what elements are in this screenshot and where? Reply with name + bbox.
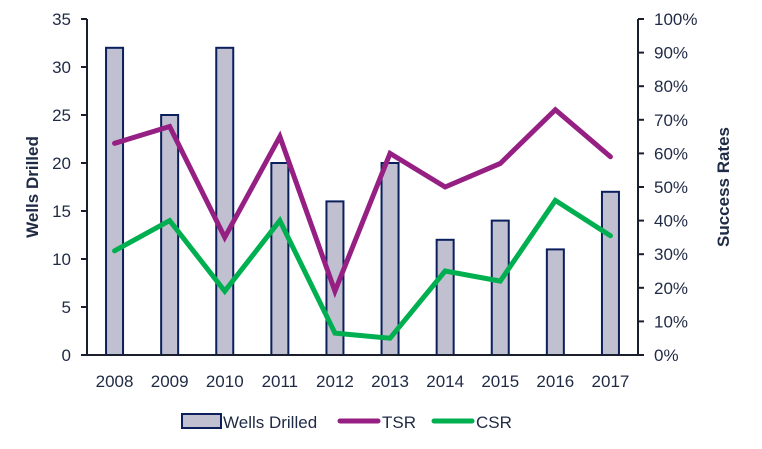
y2-axis-title: Success Rates <box>714 127 733 247</box>
line-csr <box>112 197 613 341</box>
x-tick-label: 2015 <box>481 372 519 391</box>
y-tick-label: 15 <box>52 202 71 221</box>
y2-tick-label: 70% <box>654 111 688 130</box>
y-tick-label: 10 <box>52 250 71 269</box>
y-tick-labels: 0 5 10 15 20 25 30 35 <box>52 10 71 365</box>
x-tick-label: 2009 <box>151 372 189 391</box>
y2-tick-label: 40% <box>654 212 688 231</box>
x-tick-labels: 2008 2009 2010 2011 2012 2013 2014 2015 2016 2017 <box>96 372 630 391</box>
x-tick-label: 2017 <box>592 372 630 391</box>
x-tick-label: 2014 <box>426 372 464 391</box>
y2-tick-label: 90% <box>654 44 688 63</box>
y2-tick-label: 50% <box>654 178 688 197</box>
line-tsr <box>112 106 613 299</box>
x-tick-label: 2012 <box>316 372 354 391</box>
y2-tick-label: 80% <box>654 77 688 96</box>
x-tick-label: 2013 <box>371 372 409 391</box>
x-tick-label: 2008 <box>96 372 134 391</box>
bar-wells-drilled-2010 <box>215 46 235 357</box>
y-tick-label: 20 <box>52 154 71 173</box>
y2-tick-label: 60% <box>654 144 688 163</box>
y2-tick-label: 0% <box>654 346 679 365</box>
legend-label-wells-drilled: Wells Drilled <box>223 413 317 432</box>
bar-wells-drilled-2011 <box>270 162 290 356</box>
y2-tick-labels: 0% 10% 20% 30% 40% 50% 60% 70% 80% 90% 100% <box>654 10 697 365</box>
x-tick-label: 2011 <box>262 372 299 391</box>
bar-wells-drilled-2015 <box>490 219 510 356</box>
legend-swatch-wells-drilled <box>181 413 222 429</box>
y-tick-label: 5 <box>62 298 71 317</box>
bar-wells-drilled-2016 <box>545 248 565 356</box>
y2-tick-label: 20% <box>654 279 688 298</box>
lines-layer <box>112 106 613 341</box>
bar-wells-drilled-2008 <box>105 46 125 357</box>
bars-layer <box>105 46 620 357</box>
y-tick-label: 30 <box>52 58 71 77</box>
y-axis-title: Wells Drilled <box>23 136 42 238</box>
axes-layer <box>81 18 644 356</box>
y-tick-label: 25 <box>52 106 71 125</box>
x-tick-label: 2010 <box>206 372 244 391</box>
bar-wells-drilled-2013 <box>380 162 400 356</box>
bar-wells-drilled-2014 <box>435 238 455 356</box>
y2-tick-label: 10% <box>654 312 688 331</box>
bar-wells-drilled-2017 <box>600 190 620 356</box>
x-tick-label: 2016 <box>536 372 574 391</box>
y2-tick-label: 100% <box>654 10 697 29</box>
y-tick-label: 0 <box>62 346 71 365</box>
bar-wells-drilled-2009 <box>160 114 180 356</box>
y2-tick-label: 30% <box>654 245 688 264</box>
y-tick-label: 35 <box>52 10 71 29</box>
legend-label-csr: CSR <box>476 413 512 432</box>
legend: Wells Drilled TSR CSR <box>181 413 512 432</box>
legend-label-tsr: TSR <box>382 413 416 432</box>
